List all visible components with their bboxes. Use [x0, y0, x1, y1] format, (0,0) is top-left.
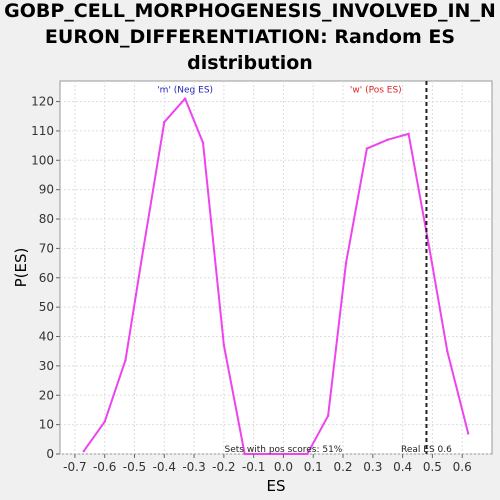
y-tick-label-6: 60 [39, 271, 54, 285]
x-tick-label-4: -0.3 [182, 460, 205, 474]
x-tick-label-8: 0.1 [304, 460, 323, 474]
data-point-0-16 [407, 132, 410, 136]
data-point-0-9 [261, 452, 264, 456]
data-point-0-14 [365, 147, 369, 150]
annotation-0: 'm' (Neg ES) [157, 86, 213, 96]
data-point-0-11 [306, 452, 309, 456]
y-tick-label-0: 0 [46, 447, 54, 461]
plot-area [59, 80, 493, 455]
x-tick-label-3: -0.4 [153, 460, 176, 474]
data-point-0-13 [344, 261, 348, 265]
data-point-0-8 [243, 452, 246, 456]
annotation-3: Real ES 0.6 [401, 445, 452, 455]
data-point-0-1 [103, 420, 106, 423]
y-tick-label-8: 80 [39, 212, 54, 226]
x-tick-label-12: 0.5 [423, 460, 442, 474]
x-tick-label-2: -0.5 [123, 460, 146, 474]
data-point-0-2 [124, 358, 127, 362]
x-tick-label-11: 0.4 [393, 460, 412, 474]
y-tick-label-7: 70 [39, 241, 54, 255]
x-tick-label-9: 0.2 [333, 460, 352, 474]
data-point-0-6 [201, 141, 205, 144]
y-tick-label-9: 90 [39, 183, 54, 197]
chart-title-line-3: distribution [187, 52, 313, 74]
data-point-0-17 [428, 247, 431, 250]
annotation-2: Sets with pos scores: 51% [225, 445, 343, 455]
y-tick-label-4: 40 [39, 330, 54, 344]
y-tick-label-12: 120 [31, 95, 54, 109]
y-tick-label-3: 30 [39, 359, 54, 373]
y-tick-label-11: 110 [31, 124, 54, 138]
x-tick-label-5: -0.2 [212, 460, 235, 474]
data-point-0-15 [386, 138, 389, 141]
data-point-0-18 [446, 350, 449, 353]
x-tick-label-13: 0.6 [453, 460, 472, 474]
data-point-0-7 [222, 344, 226, 347]
x-tick-label-6: -0.1 [242, 460, 265, 474]
x-axis-title: ES [267, 477, 286, 495]
x-tick-label-1: -0.6 [93, 460, 116, 474]
data-point-0-4 [163, 120, 166, 124]
annotation-layer: 'm' (Neg ES) 'w' (Pos ES) Sets with pos sc… [157, 81, 452, 455]
x-tick-label-7: 0.0 [274, 460, 293, 474]
x-axis: -0.7 -0.6 -0.5 -0.4 -0.3 -0.2 -0.1 0.0 0.1 0.2 0.3… [63, 454, 472, 474]
chart-title-line-2: EURON_DIFFERENTIATION: Random ES [44, 26, 456, 48]
y-axis: 0 10 20 30 40 50 60 70 80 90 100 110 120 [31, 95, 60, 461]
grid-layer [60, 81, 492, 455]
data-point-0-3 [142, 247, 145, 250]
series-layer [82, 97, 470, 456]
y-tick-label-10: 100 [31, 153, 54, 167]
x-tick-label-10: 0.3 [363, 460, 382, 474]
y-axis-title: P(ES) [12, 248, 30, 288]
annotation-1: 'w' (Pos ES) [350, 86, 402, 96]
x-tick-label-0: -0.7 [63, 460, 86, 474]
chart-title-line-1: GOBP_CELL_MORPHOGENESIS_INVOLVED_IN_N [4, 0, 496, 22]
data-point-0-0 [82, 449, 86, 453]
data-point-0-5 [183, 97, 187, 100]
data-point-0-19 [466, 432, 470, 435]
series-line-0 [82, 97, 470, 455]
y-tick-label-2: 20 [39, 388, 54, 402]
y-tick-label-1: 10 [39, 418, 54, 432]
data-point-0-12 [326, 414, 330, 418]
y-tick-label-5: 50 [39, 300, 54, 314]
